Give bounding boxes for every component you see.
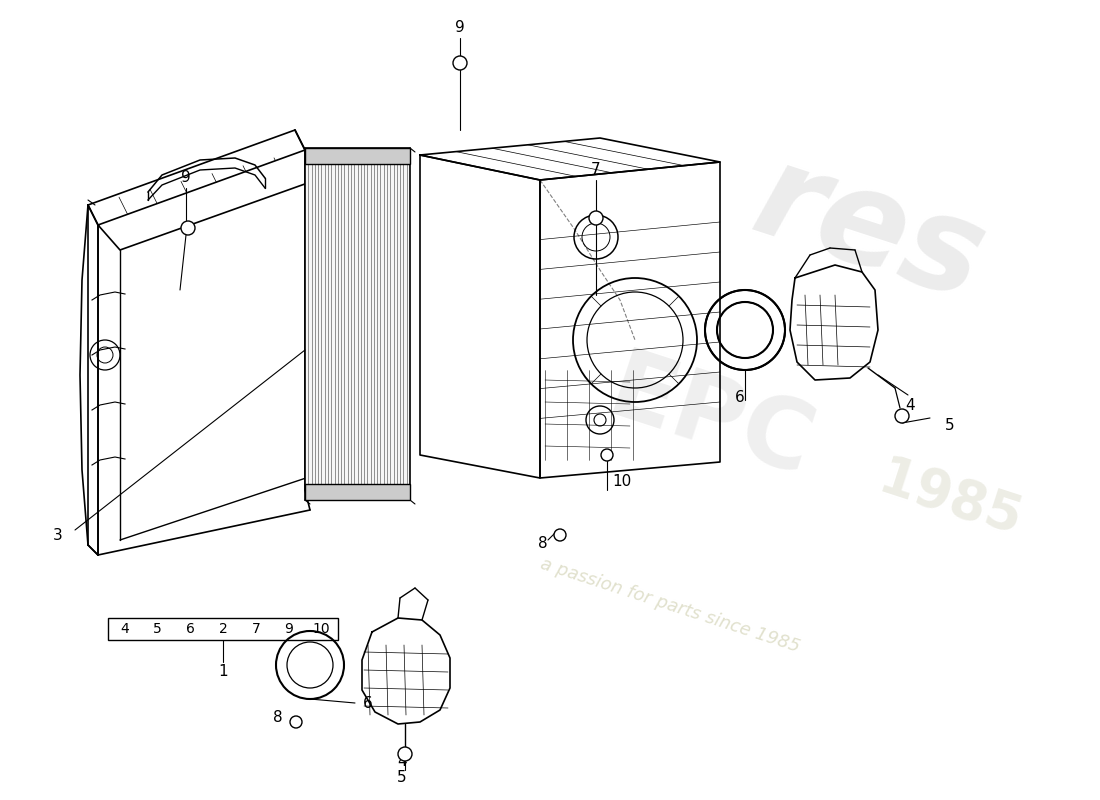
Text: 6: 6: [735, 390, 745, 406]
Circle shape: [554, 529, 566, 541]
Circle shape: [290, 716, 303, 728]
Text: 5: 5: [397, 770, 407, 786]
Text: 5: 5: [945, 418, 955, 433]
Text: a passion for parts since 1985: a passion for parts since 1985: [538, 554, 802, 655]
Text: 2: 2: [219, 622, 228, 636]
Text: 7: 7: [591, 162, 601, 178]
Text: 9: 9: [182, 170, 191, 186]
Text: 8: 8: [273, 710, 283, 726]
Circle shape: [601, 449, 613, 461]
Text: 4: 4: [905, 398, 915, 413]
Text: 10: 10: [613, 474, 631, 490]
Text: 10: 10: [312, 622, 330, 636]
Text: 8: 8: [538, 535, 548, 550]
Circle shape: [895, 409, 909, 423]
Bar: [305, 484, 410, 500]
Circle shape: [398, 747, 412, 761]
Bar: [108, 618, 338, 640]
Text: 9: 9: [284, 622, 294, 636]
Text: 7: 7: [252, 622, 261, 636]
Text: 6: 6: [363, 695, 373, 710]
Text: 1985: 1985: [872, 453, 1027, 547]
Text: 9: 9: [455, 21, 465, 35]
Bar: [305, 148, 410, 164]
Text: 6: 6: [186, 622, 195, 636]
Text: 5: 5: [153, 622, 162, 636]
Text: 3: 3: [53, 527, 63, 542]
Circle shape: [182, 221, 195, 235]
Text: 1: 1: [218, 665, 228, 679]
Circle shape: [453, 56, 468, 70]
Text: 4: 4: [120, 622, 129, 636]
Bar: [305, 148, 410, 500]
Text: res: res: [739, 134, 1001, 326]
Text: 4: 4: [397, 754, 407, 770]
Text: EPC: EPC: [596, 343, 824, 497]
Circle shape: [588, 211, 603, 225]
